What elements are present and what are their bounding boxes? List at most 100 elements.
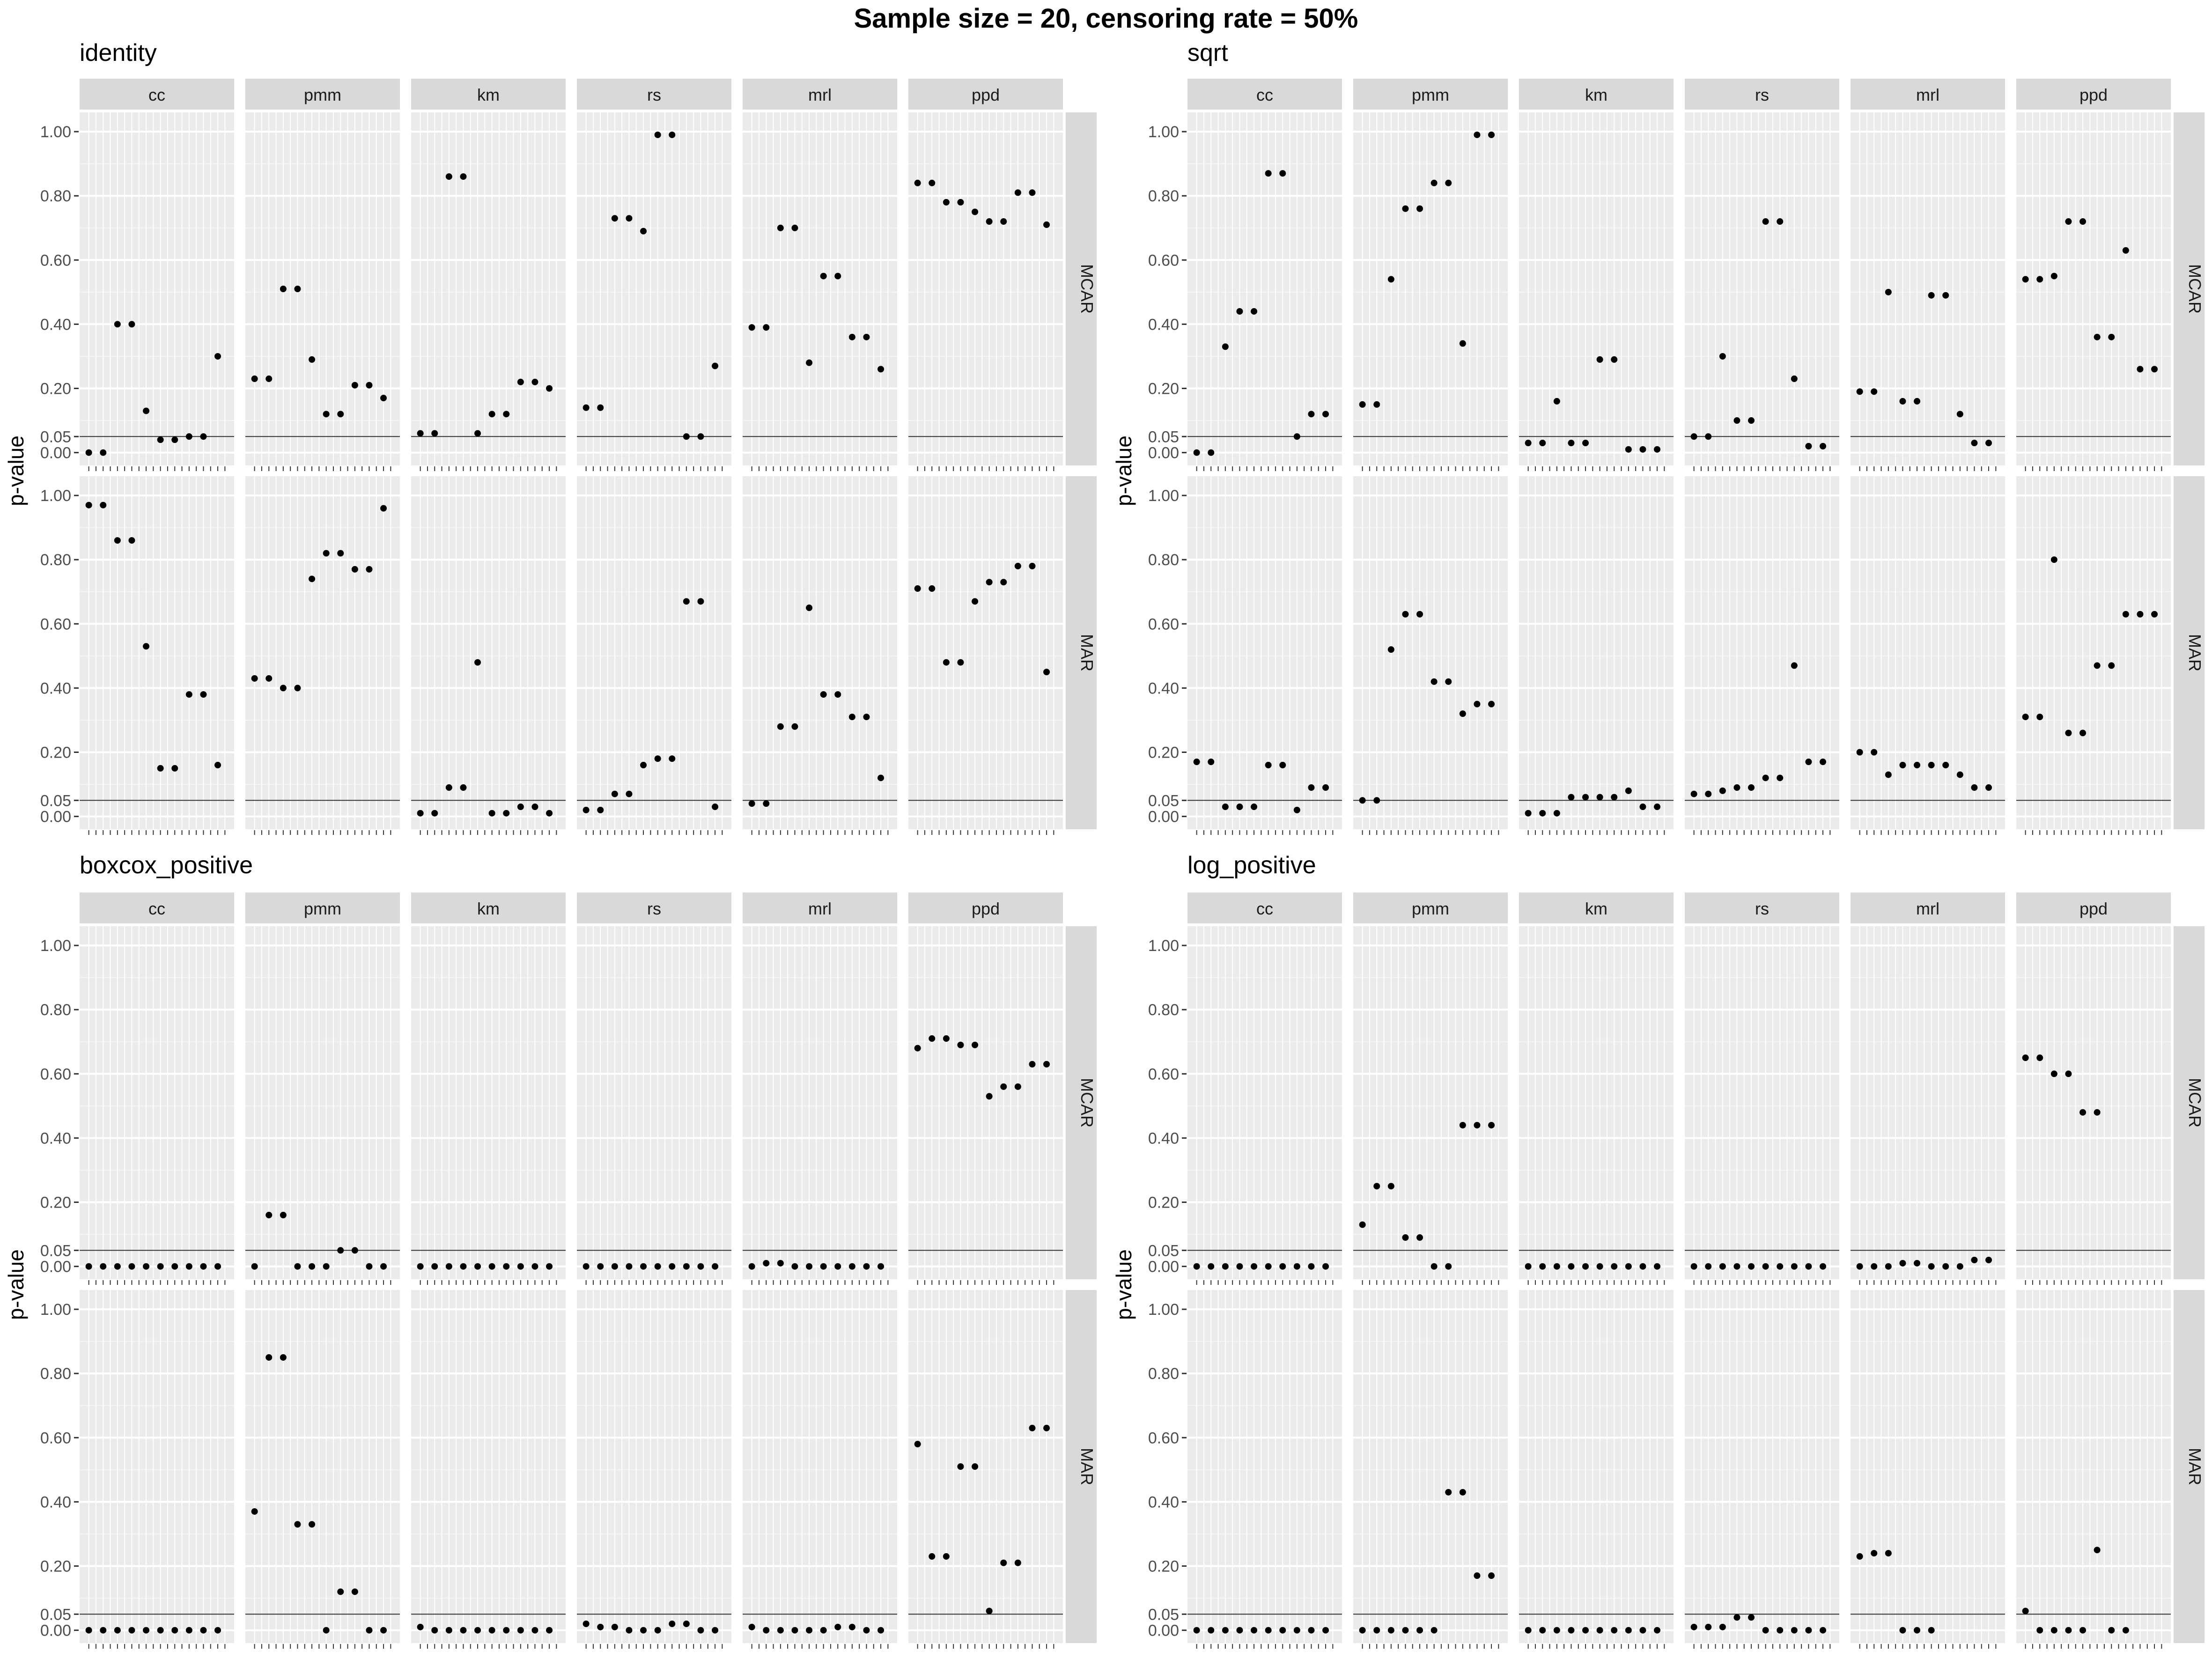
data-point — [972, 208, 979, 215]
facet-sqrt-MAR-ppd — [2016, 476, 2171, 835]
facet-background — [1353, 476, 1508, 829]
data-point — [171, 1627, 178, 1634]
data-point — [1928, 1263, 1935, 1270]
data-point — [957, 659, 964, 666]
data-point — [957, 1463, 964, 1470]
data-point — [863, 714, 870, 721]
facet-background — [1685, 926, 1839, 1279]
data-point — [1373, 401, 1380, 408]
data-point — [1914, 761, 1921, 768]
data-point — [460, 784, 467, 791]
data-point — [1885, 1263, 1892, 1270]
data-point — [488, 1263, 495, 1270]
data-point — [597, 1623, 604, 1630]
facet-boxcox_positive-MAR-rs — [577, 1290, 731, 1649]
facet-background — [908, 112, 1063, 465]
data-point — [972, 1463, 979, 1470]
data-point — [1445, 678, 1452, 685]
data-point — [654, 131, 661, 138]
data-point — [1445, 1489, 1452, 1496]
data-point — [1359, 797, 1366, 804]
data-point — [1014, 1559, 1021, 1566]
data-point — [957, 199, 964, 206]
data-point — [1265, 1627, 1272, 1634]
data-point — [366, 1263, 373, 1270]
data-point — [1777, 218, 1784, 225]
data-point — [143, 643, 150, 650]
data-point — [640, 228, 647, 235]
facet-label-mrl: mrl — [808, 85, 832, 104]
data-point — [2050, 1627, 2057, 1634]
y-tick-label: 0.00 — [1148, 1622, 1179, 1640]
data-point — [100, 501, 107, 509]
data-point — [1014, 1083, 1021, 1090]
facet-strip-km — [411, 79, 566, 110]
y-tick-label: 0.80 — [40, 551, 71, 569]
data-point — [1942, 292, 1949, 299]
data-point — [280, 286, 287, 292]
data-point — [1236, 1263, 1243, 1270]
data-point — [474, 1627, 481, 1634]
data-point — [157, 765, 164, 772]
row-strip-MAR — [2174, 476, 2205, 829]
facet-boxcox_positive-MCAR-cc — [80, 926, 234, 1285]
data-point — [626, 1263, 633, 1270]
row-label-MCAR: MCAR — [1077, 1078, 1097, 1128]
data-point — [654, 755, 661, 762]
facet-strip-rs — [577, 79, 731, 110]
data-point — [582, 404, 590, 411]
data-point — [1043, 1424, 1050, 1431]
data-point — [1733, 1614, 1740, 1621]
data-point — [114, 537, 121, 544]
data-point — [1625, 446, 1632, 453]
facet-background — [908, 476, 1063, 829]
data-point — [1705, 790, 1712, 797]
data-point — [834, 273, 841, 280]
data-point — [626, 790, 633, 797]
data-point — [171, 1263, 178, 1270]
facet-log_positive-MAR-mrl — [1851, 1290, 2005, 1649]
facet-log_positive-MAR-cc — [1187, 1290, 1342, 1649]
data-point — [280, 685, 287, 692]
facet-label-mrl: mrl — [1916, 899, 1939, 918]
data-point — [1488, 700, 1495, 708]
data-point — [100, 449, 107, 456]
data-point — [265, 675, 273, 682]
data-point — [251, 1508, 258, 1515]
data-point — [1956, 411, 1963, 418]
data-point — [1000, 1083, 1007, 1090]
data-point — [1293, 1263, 1300, 1270]
panel-boxcox_positive: boxcox_positive p-value cc pmm km rs mrl ppd MCA… — [4, 852, 1097, 1649]
y-tick-label: 0.20 — [1148, 380, 1179, 398]
data-point — [1553, 1627, 1560, 1634]
data-point — [1611, 794, 1618, 801]
facet-label-cc: cc — [1256, 85, 1273, 104]
data-point — [806, 1263, 813, 1270]
data-point — [546, 1263, 553, 1270]
data-point — [683, 1263, 690, 1270]
data-point — [323, 1263, 330, 1270]
data-point — [669, 1263, 676, 1270]
facet-log_positive-MCAR-rs — [1685, 926, 1839, 1285]
data-point — [1777, 1263, 1784, 1270]
y-tick-label: 0.00 — [1148, 1258, 1179, 1276]
facet-identity-MCAR-ppd — [908, 112, 1063, 471]
data-point — [863, 1263, 870, 1270]
facet-log_positive-MAR-rs — [1685, 1290, 1839, 1649]
data-point — [986, 1607, 993, 1615]
facet-label-km: km — [1585, 899, 1607, 918]
y-axis-label: p-value — [4, 435, 28, 506]
y-tick-label: 0.20 — [1148, 1194, 1179, 1211]
data-point — [1459, 1489, 1466, 1496]
facet-boxcox_positive-MCAR-pmm — [245, 926, 400, 1285]
panel-title: sqrt — [1187, 39, 1228, 66]
data-point — [1525, 440, 1532, 447]
data-point — [114, 321, 121, 328]
y-tick-label: 1.00 — [40, 123, 71, 141]
data-point — [1193, 449, 1200, 456]
data-point — [85, 1263, 92, 1270]
data-point — [877, 1263, 885, 1270]
facet-identity-MCAR-cc — [80, 112, 234, 471]
facet-background — [577, 1290, 731, 1643]
facet-identity-MCAR-rs — [577, 112, 731, 471]
